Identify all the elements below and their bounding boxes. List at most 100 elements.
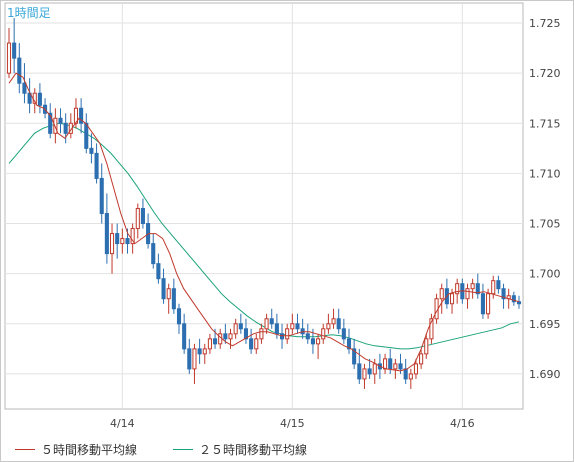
candle: [197, 338, 202, 364]
candle-body-down: [125, 238, 130, 245]
y-tick-label: 1.715: [529, 117, 561, 130]
gridlines: [4, 2, 524, 410]
candle: [53, 108, 58, 144]
candle: [516, 295, 522, 309]
candle-body-up: [228, 333, 233, 340]
candle-body-up: [254, 338, 259, 350]
candle-body-down: [171, 288, 176, 310]
candle-body-up: [316, 338, 321, 345]
candle: [321, 323, 326, 344]
ma25-line: [8, 122, 520, 350]
candle-body-up: [321, 328, 326, 340]
candle: [326, 313, 331, 334]
candle: [187, 338, 192, 374]
candle: [352, 338, 357, 369]
candle-body-up: [218, 333, 223, 345]
candle: [367, 358, 372, 379]
candle: [279, 323, 285, 349]
candle: [424, 333, 429, 359]
candle-body-up: [331, 318, 336, 325]
ma25-polyline: [8, 122, 520, 350]
candle: [202, 343, 207, 364]
candle: [439, 283, 444, 314]
candle: [346, 328, 352, 354]
candle-body-up: [202, 348, 207, 355]
candle: [104, 193, 109, 264]
candle: [207, 333, 212, 354]
candle-body-up: [486, 293, 491, 315]
candle: [341, 318, 346, 344]
candle-body-down: [274, 323, 279, 335]
candle: [176, 303, 182, 334]
candle-body-down: [187, 348, 192, 370]
candle-body-up: [429, 318, 434, 340]
candle-body-down: [151, 243, 156, 265]
candle-body-up: [326, 323, 331, 330]
candle-body-down: [104, 213, 109, 255]
candle-body-up: [393, 363, 398, 370]
legend-swatch-ma25: [173, 449, 193, 450]
candle-body-up: [491, 280, 496, 295]
y-tick-label: 1.720: [529, 67, 561, 80]
candle: [115, 223, 120, 259]
candle-body-up: [424, 338, 429, 355]
candle-body-up: [408, 373, 413, 380]
candle: [336, 308, 341, 334]
candle: [475, 273, 480, 299]
candle-body-down: [213, 338, 218, 345]
candle-body-down: [238, 323, 243, 330]
candle: [249, 328, 254, 354]
legend-label-ma5: ５時間移動平均線: [41, 443, 138, 457]
chart-title: 1時間足: [7, 6, 51, 20]
y-tick-label: 1.700: [529, 268, 561, 281]
candle: [331, 308, 336, 329]
candle: [408, 368, 413, 389]
candle: [233, 318, 238, 339]
candle: [254, 333, 259, 354]
candle-body-down: [156, 263, 161, 280]
candle-body-down: [48, 112, 53, 134]
candle-body-up: [259, 328, 264, 340]
candle: [161, 268, 166, 304]
candle-body-down: [140, 208, 145, 225]
candle-body-down: [516, 301, 522, 305]
candle-body-up: [465, 288, 470, 300]
candle: [393, 358, 398, 379]
candle-body-down: [341, 328, 346, 340]
candle: [316, 333, 321, 359]
candle: [491, 275, 496, 299]
candle: [511, 291, 516, 306]
candle: [362, 363, 367, 389]
candle: [465, 283, 470, 309]
legend-label-ma25: ２５時間移動平均線: [199, 443, 308, 457]
candle: [182, 313, 187, 354]
candle: [259, 323, 264, 344]
candle-body-up: [372, 363, 377, 375]
candle-body-up: [192, 348, 197, 370]
candle-body-up: [264, 318, 269, 330]
candle: [48, 103, 53, 139]
candle: [135, 203, 140, 239]
candle-body-down: [295, 323, 300, 330]
candle: [99, 163, 104, 224]
candle: [470, 278, 475, 299]
candle-body-up: [470, 283, 475, 290]
candle: [89, 133, 94, 164]
candle: [166, 283, 171, 314]
candle-body-up: [413, 363, 419, 375]
candle: [22, 63, 27, 104]
candle: [269, 308, 274, 329]
candle-body-down: [269, 318, 274, 325]
candle-body-down: [249, 338, 254, 350]
candle: [501, 283, 506, 309]
candle-body-down: [84, 122, 89, 149]
candle-body-up: [6, 42, 12, 74]
candle: [486, 288, 491, 319]
candle: [120, 228, 125, 254]
y-tick-label: 1.705: [529, 218, 561, 231]
plot-area: [4, 2, 524, 410]
candlestick-chart: 1.690 1.695 1.700 1.705 1.710 1.715 1.720 1.725…: [4, 2, 561, 430]
candle-body-up: [233, 323, 238, 335]
candle-body-down: [58, 117, 63, 124]
